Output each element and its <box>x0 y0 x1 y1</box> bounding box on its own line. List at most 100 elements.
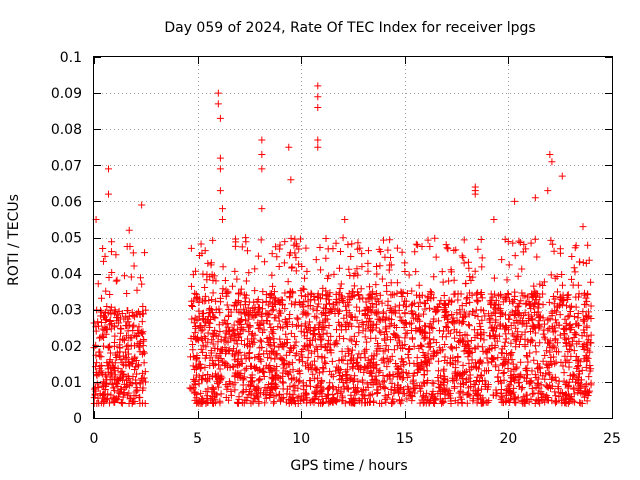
data-point <box>129 249 137 257</box>
data-point <box>373 376 381 384</box>
data-point <box>214 89 222 97</box>
data-point <box>531 299 539 307</box>
data-point <box>393 244 401 252</box>
data-point <box>536 339 544 347</box>
data-point <box>116 341 124 349</box>
data-point <box>562 325 570 333</box>
data-point <box>221 333 229 341</box>
data-point <box>109 384 117 392</box>
data-point <box>462 279 470 287</box>
data-point <box>382 342 390 350</box>
data-point <box>512 316 520 324</box>
data-point <box>293 376 301 384</box>
data-point <box>277 296 285 304</box>
data-point <box>437 297 445 305</box>
data-point <box>230 321 238 329</box>
data-point <box>103 373 111 381</box>
data-point <box>189 271 197 279</box>
data-point <box>212 297 220 305</box>
data-point <box>361 399 369 407</box>
data-point <box>138 201 146 209</box>
data-point <box>239 374 247 382</box>
data-point <box>233 275 241 283</box>
data-point <box>403 329 411 337</box>
data-point <box>214 383 222 391</box>
data-point <box>485 316 493 324</box>
data-point <box>418 291 426 299</box>
data-point <box>212 352 220 360</box>
data-point <box>521 292 529 300</box>
data-point <box>187 385 195 393</box>
data-point <box>379 378 387 386</box>
data-point <box>264 301 272 309</box>
data-point <box>102 287 110 295</box>
data-point <box>94 280 102 288</box>
data-point <box>541 375 549 383</box>
data-point <box>382 313 390 321</box>
data-point <box>345 398 353 406</box>
data-point <box>273 350 281 358</box>
data-point <box>257 338 265 346</box>
data-point <box>483 367 491 375</box>
data-point <box>325 321 333 329</box>
data-point <box>579 259 587 267</box>
data-point <box>324 391 332 399</box>
data-point <box>191 329 199 337</box>
data-point <box>551 295 559 303</box>
data-point <box>471 267 479 275</box>
data-point <box>336 366 344 374</box>
data-point <box>411 248 419 256</box>
data-point <box>391 309 399 317</box>
data-point <box>465 264 473 272</box>
data-point <box>220 358 228 366</box>
data-point <box>355 323 363 331</box>
data-point <box>425 323 433 331</box>
data-point <box>575 293 583 301</box>
data-point <box>567 308 575 316</box>
data-point <box>325 272 333 280</box>
data-point <box>231 267 239 275</box>
data-point <box>336 284 344 292</box>
data-point <box>219 263 227 271</box>
data-point <box>316 379 324 387</box>
data-point <box>356 295 364 303</box>
data-point <box>314 352 322 360</box>
data-point <box>133 286 141 294</box>
data-point <box>390 346 398 354</box>
data-point <box>309 305 317 313</box>
chart-title: Day 059 of 2024, Rate Of TEC Index for r… <box>164 20 535 36</box>
data-point <box>522 374 530 382</box>
data-point <box>141 249 149 257</box>
data-point <box>132 379 140 387</box>
data-point <box>210 393 218 401</box>
data-point <box>454 296 462 304</box>
data-point <box>139 328 147 336</box>
data-point <box>201 363 209 371</box>
data-point <box>187 282 195 290</box>
data-point <box>281 289 289 297</box>
data-point <box>441 372 449 380</box>
data-point <box>250 363 258 371</box>
data-point <box>222 286 230 294</box>
data-point <box>319 308 327 316</box>
data-point <box>347 293 355 301</box>
data-point <box>209 330 217 338</box>
data-point <box>269 282 277 290</box>
data-point <box>500 376 508 384</box>
data-point <box>287 289 295 297</box>
data-point <box>384 346 392 354</box>
data-point <box>567 325 575 333</box>
data-point <box>373 263 381 271</box>
data-point <box>93 359 101 367</box>
data-point <box>531 235 539 243</box>
data-point <box>498 256 506 264</box>
data-point <box>389 372 397 380</box>
data-point <box>499 322 507 330</box>
data-point <box>400 385 408 393</box>
data-point <box>501 294 509 302</box>
data-point <box>250 383 258 391</box>
data-point <box>253 390 261 398</box>
data-point <box>204 259 212 267</box>
data-point <box>228 282 236 290</box>
data-point <box>364 259 372 267</box>
